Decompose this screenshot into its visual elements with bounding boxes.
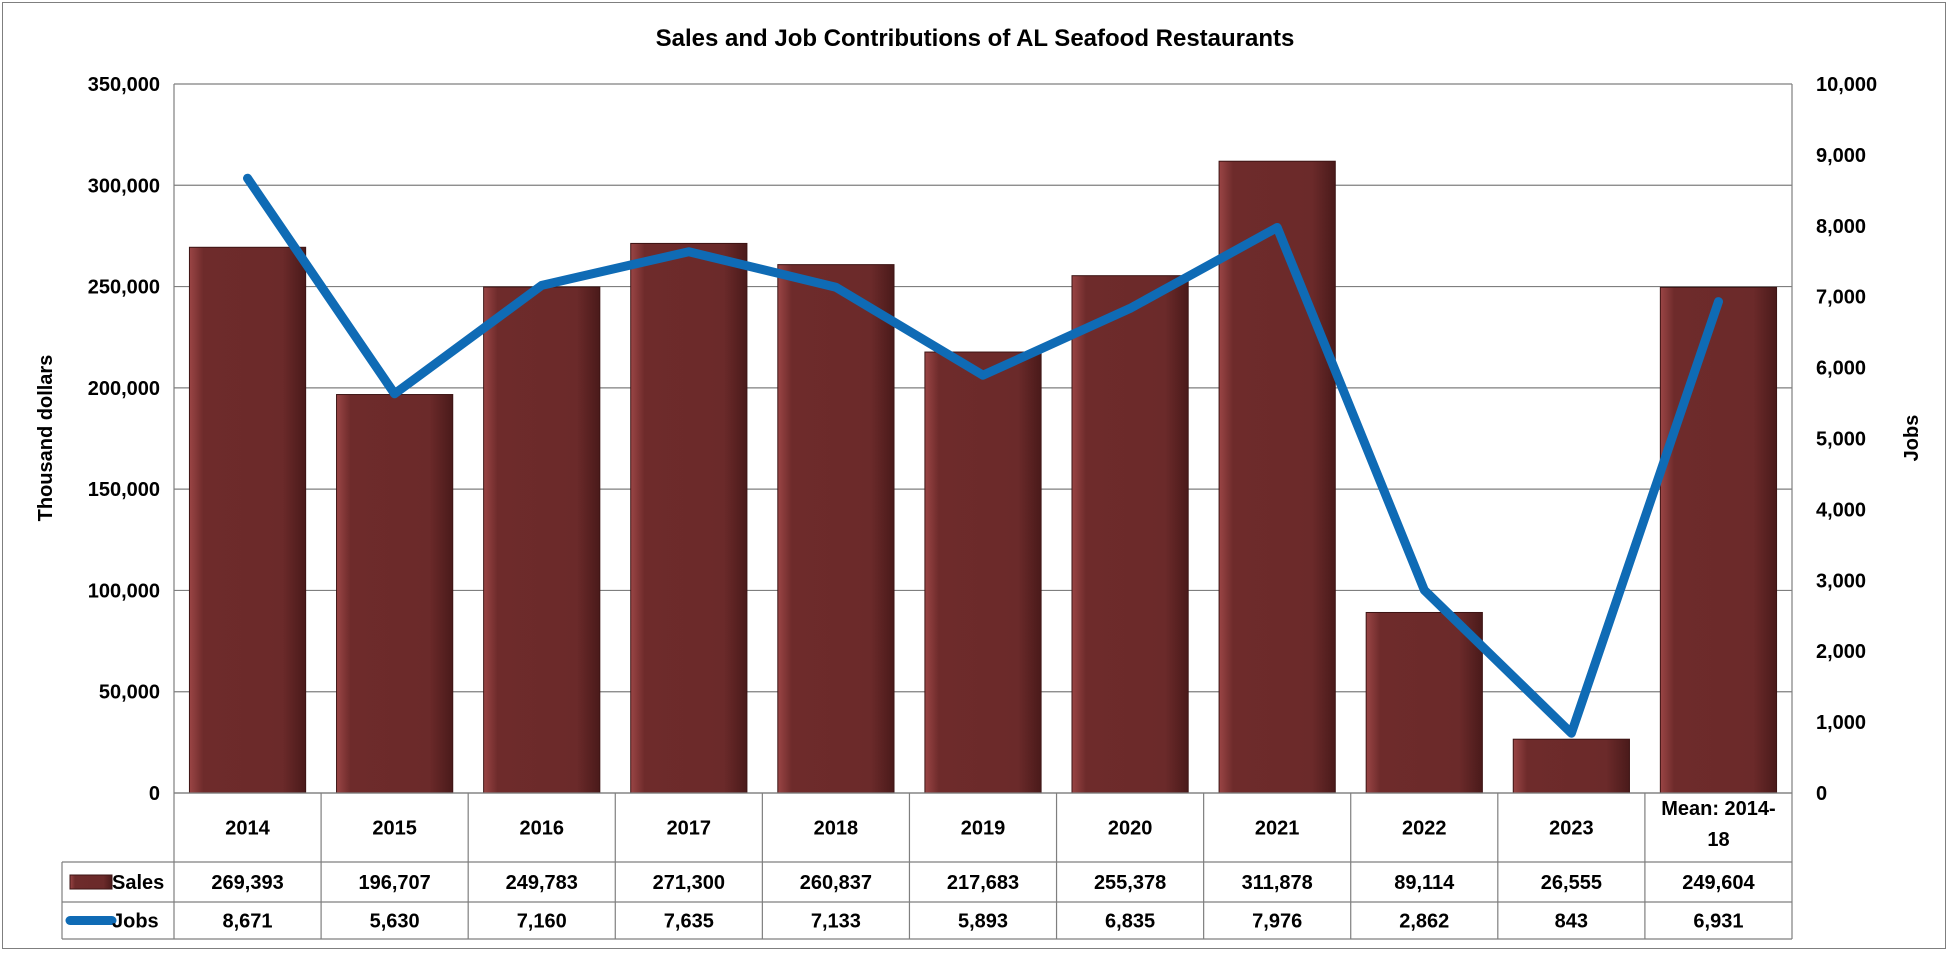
sales-bars [188, 160, 1778, 794]
sales-bar [1659, 286, 1778, 794]
category-label: 18 [1707, 829, 1729, 851]
category-label: 2019 [961, 818, 1006, 840]
jobs-value-label: 6,931 [1693, 911, 1743, 933]
category-label: 2015 [372, 818, 417, 840]
sales-legend-label: Sales [112, 872, 164, 894]
y2-tick-label: 9,000 [1816, 145, 1866, 167]
y2-tick-label: 2,000 [1816, 641, 1866, 663]
sales-value-label: 249,604 [1682, 872, 1755, 894]
sales-bar [188, 246, 307, 794]
sales-bar [336, 394, 454, 794]
jobs-value-label: 7,160 [517, 911, 567, 933]
jobs-value-label: 7,133 [811, 911, 861, 933]
jobs-line [243, 173, 1723, 738]
jobs-value-label: 6,835 [1105, 911, 1155, 933]
y-tick-label: 350,000 [88, 74, 160, 96]
sales-value-label: 311,878 [1242, 872, 1313, 894]
category-label: Mean: 2014- [1661, 798, 1776, 820]
y-tick-label: 0 [149, 783, 160, 805]
jobs-value-label: 5,630 [370, 911, 420, 933]
sales-value-label: 249,783 [506, 872, 578, 894]
y2-tick-label: 7,000 [1816, 287, 1866, 309]
y2-tick-label: 5,000 [1816, 429, 1866, 451]
category-label: 2022 [1402, 818, 1447, 840]
y2-tick-label: 4,000 [1816, 499, 1866, 521]
sales-value-label: 196,707 [358, 872, 430, 894]
y2-tick-label: 3,000 [1816, 570, 1866, 592]
y2-tick-label: 8,000 [1816, 216, 1866, 238]
y2-tick-label: 10,000 [1816, 74, 1877, 96]
sales-bar [483, 286, 601, 794]
y2-tick-label: 6,000 [1816, 358, 1866, 380]
sales-value-label: 269,393 [211, 872, 283, 894]
jobs-value-label: 8,671 [223, 911, 273, 933]
y2-axis-title: Jobs [1901, 415, 1923, 462]
jobs-value-label: 5,893 [958, 911, 1008, 933]
sales-bar [1071, 275, 1189, 794]
category-label: 2023 [1549, 818, 1594, 840]
y-tick-label: 150,000 [88, 479, 160, 501]
sales-value-label: 255,378 [1094, 872, 1166, 894]
y2-tick-label: 0 [1816, 783, 1827, 805]
sales-value-label: 260,837 [800, 872, 872, 894]
sales-legend-swatch [69, 874, 113, 890]
y-axis-ticks: 0 50,000 100,000 150,000 200,000 250,000 300,0… [88, 74, 160, 805]
category-label: 2021 [1255, 818, 1300, 840]
sales-value-label: 26,555 [1541, 872, 1602, 894]
sales-value-label: 89,114 [1394, 872, 1455, 894]
sales-bar [1365, 611, 1483, 794]
sales-bar [1512, 738, 1630, 794]
jobs-line-group [243, 173, 1723, 738]
jobs-value-label: 7,976 [1252, 911, 1302, 933]
sales-bar [777, 264, 895, 794]
sales-bar [924, 351, 1042, 794]
chart-title: Sales and Job Contributions of AL Seafoo… [656, 25, 1295, 52]
category-label: 2017 [667, 818, 712, 840]
category-label: 2020 [1108, 818, 1153, 840]
jobs-legend-label: Jobs [112, 911, 159, 933]
sales-value-label: 217,683 [947, 872, 1019, 894]
y2-axis-ticks: 0 1,000 2,000 3,000 4,000 5,000 6,000 7,000 8,00… [1816, 74, 1877, 805]
y-tick-label: 100,000 [88, 580, 160, 602]
sales-bar [630, 242, 748, 794]
y-tick-label: 250,000 [88, 277, 160, 299]
y-axis-title: Thousand dollars [35, 355, 57, 522]
data-table: 2014 2015 2016 2017 2018 2019 2020 2021 2022 2023… [61, 792, 1793, 940]
sales-value-label: 271,300 [653, 872, 725, 894]
jobs-value-label: 7,635 [664, 911, 714, 933]
category-label: 2014 [225, 818, 270, 840]
y-tick-label: 50,000 [99, 682, 160, 704]
jobs-value-label: 2,862 [1399, 911, 1449, 933]
y2-tick-label: 1,000 [1816, 712, 1866, 734]
y-tick-label: 300,000 [88, 175, 160, 197]
category-label: 2018 [814, 818, 859, 840]
y-tick-label: 200,000 [88, 378, 160, 400]
sales-bar [1218, 160, 1336, 794]
category-label: 2016 [519, 818, 564, 840]
jobs-value-label: 843 [1555, 911, 1588, 933]
